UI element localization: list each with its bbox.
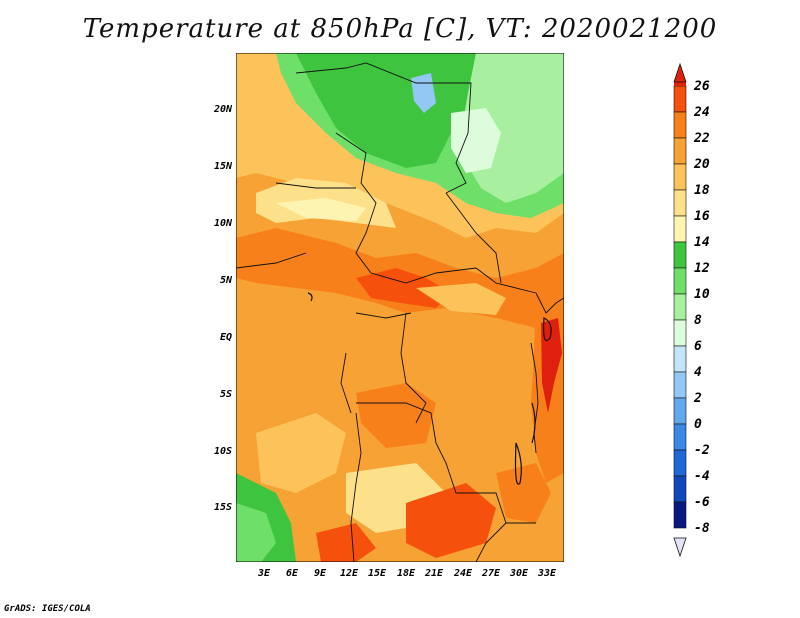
lon-label-12e: 12E [339, 568, 359, 579]
lon-label-9e: 9E [313, 568, 327, 579]
lon-label-3e: 3E [257, 568, 271, 579]
temperature-map [236, 53, 564, 562]
colorbar-segment [673, 85, 687, 113]
grads-credit: GrADS: IGES/COLA [4, 604, 91, 614]
colorbar [673, 62, 687, 558]
colorbar-label-neg2: -2 [694, 443, 710, 458]
colorbar-label-14: 14 [694, 235, 710, 250]
colorbar-label-0: 0 [694, 417, 702, 432]
lat-label-10s: 10S [213, 446, 232, 457]
lon-label-21e: 21E [424, 568, 444, 579]
colorbar-label-12: 12 [694, 261, 710, 276]
lat-label-15s: 15S [213, 502, 232, 513]
colorbar-label-24: 24 [694, 105, 710, 120]
colorbar-segment [673, 449, 687, 477]
colorbar-label-20: 20 [694, 157, 710, 172]
lat-label-5n: 5N [219, 275, 232, 286]
lat-label-5s: 5S [219, 389, 232, 400]
colorbar-label-2: 2 [694, 391, 702, 406]
colorbar-label-neg6: -6 [694, 495, 710, 510]
colorbar-segment [673, 501, 687, 529]
colorbar-segment [673, 163, 687, 191]
chart-title: Temperature at 850hPa [C], VT: 202002120… [82, 14, 718, 44]
colorbar-segment [673, 215, 687, 243]
colorbar-label-18: 18 [694, 183, 710, 198]
lat-label-20n: 20N [213, 104, 232, 115]
lat-label-eq: EQ [219, 332, 232, 343]
colorbar-label-10: 10 [694, 287, 710, 302]
lon-label-30e: 30E [509, 568, 529, 579]
colorbar-label-22: 22 [694, 131, 710, 146]
colorbar-segment [673, 423, 687, 451]
colorbar-segment [673, 319, 687, 347]
lat-label-10n: 10N [213, 218, 232, 229]
lon-label-24e: 24E [453, 568, 473, 579]
colorbar-segment [673, 189, 687, 217]
colorbar-segment [673, 241, 687, 269]
lon-label-15e: 15E [367, 568, 387, 579]
colorbar-label-16: 16 [694, 209, 710, 224]
colorbar-segment [673, 293, 687, 321]
colorbar-segment [673, 137, 687, 165]
lon-label-18e: 18E [396, 568, 416, 579]
lat-label-15n: 15N [213, 161, 232, 172]
colorbar-segment [673, 397, 687, 425]
colorbar-segment [673, 267, 687, 295]
colorbar-label-neg8: -8 [694, 521, 710, 536]
colorbar-label-26: 26 [694, 79, 710, 94]
lon-label-27e: 27E [481, 568, 501, 579]
colorbar-cap-top [674, 82, 686, 86]
colorbar-label-6: 6 [694, 339, 702, 354]
colorbar-segment [673, 475, 687, 503]
colorbar-segment [673, 371, 687, 399]
colorbar-segment [673, 345, 687, 373]
lon-label-6e: 6E [285, 568, 299, 579]
colorbar-label-neg4: -4 [694, 469, 710, 484]
colorbar-label-8: 8 [694, 313, 702, 328]
colorbar-label-4: 4 [694, 365, 702, 380]
lon-label-33e: 33E [537, 568, 557, 579]
colorbar-segment [673, 111, 687, 139]
